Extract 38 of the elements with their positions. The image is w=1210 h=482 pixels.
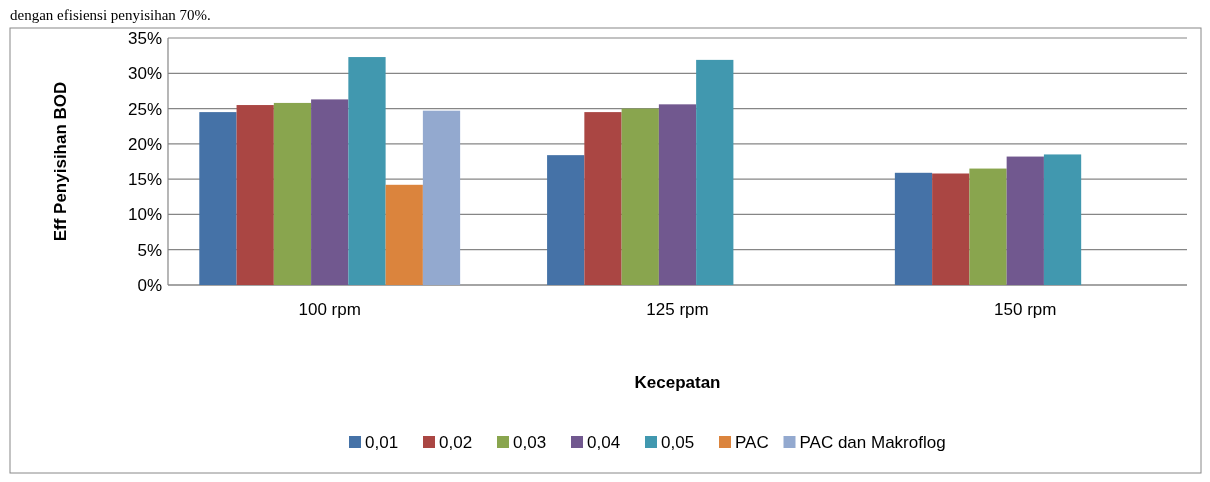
- bar: [422, 110, 461, 285]
- bar: [969, 168, 1007, 285]
- bar: [584, 112, 622, 285]
- bar: [1043, 154, 1082, 285]
- bar: [236, 105, 274, 285]
- y-tick-label: 0%: [137, 275, 162, 295]
- legend-label: 0,03: [513, 433, 547, 452]
- bar: [696, 59, 734, 285]
- legend-label: 0,02: [439, 433, 473, 452]
- bar: [199, 112, 237, 285]
- bar: [658, 104, 697, 285]
- x-tick-label: 150 rpm: [994, 300, 1057, 319]
- legend-label: PAC dan Makroflog: [799, 433, 946, 452]
- bar: [385, 184, 423, 285]
- bar: [547, 155, 585, 285]
- bar: [894, 172, 933, 285]
- y-tick-label: 20%: [127, 134, 162, 154]
- y-tick-label: 15%: [127, 170, 162, 190]
- legend-label: PAC: [735, 433, 769, 452]
- bar: [621, 108, 659, 285]
- legend-label: 0,04: [587, 433, 621, 452]
- y-tick-label: 10%: [127, 205, 162, 225]
- x-tick-label: 125 rpm: [646, 300, 709, 319]
- x-tick-label: 100 rpm: [298, 300, 361, 319]
- x-axis-title: Kecepatan: [634, 373, 721, 392]
- y-tick-label: 30%: [127, 64, 162, 84]
- y-tick-label: 5%: [137, 240, 162, 260]
- bar: [1006, 156, 1044, 285]
- bar: [273, 102, 312, 285]
- bar: [348, 57, 386, 285]
- y-tick-label: 35%: [127, 28, 162, 48]
- y-axis-title: Eff Penyisihan BOD: [51, 81, 70, 242]
- legend-label: 0,01: [365, 433, 399, 452]
- y-tick-label: 25%: [127, 99, 162, 119]
- legend-label: 0,05: [661, 433, 695, 452]
- text: dengan efisiensi penyisihan 70%.: [10, 7, 211, 23]
- bar: [932, 173, 970, 285]
- bar: [311, 99, 349, 285]
